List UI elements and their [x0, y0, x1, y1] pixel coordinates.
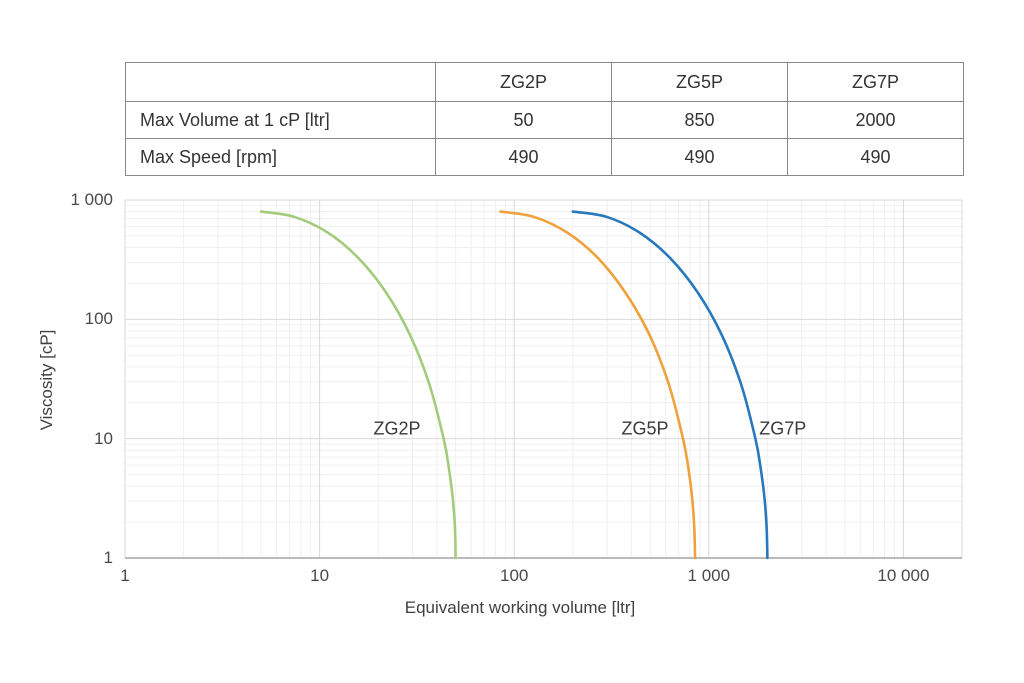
y-tick-label: 10: [94, 428, 113, 448]
x-tick-label: 10 000: [877, 566, 930, 585]
table-row-max-volume: Max Volume at 1 cP [ltr] 50 850 2000: [125, 101, 964, 139]
y-tick-label: 1: [103, 548, 113, 567]
series-label-zg7p: ZG7P: [759, 418, 807, 439]
curve-zg5p: [499, 210, 697, 560]
y-tick-label: 1 000: [70, 190, 113, 209]
y-axis-title: Viscosity [cP]: [37, 329, 56, 431]
x-axis-title: Equivalent working volume [ltr]: [404, 598, 636, 617]
x-tick-label: 1: [120, 566, 130, 585]
table-header-row: ZG2P ZG5P ZG7P: [125, 62, 964, 102]
curve-zg7p: [571, 210, 769, 560]
curve-zg2p: [259, 210, 457, 560]
max-speed-zg7p: 490: [787, 138, 964, 176]
x-tick-label: 100: [500, 566, 529, 585]
row-label-max-speed: Max Speed [rpm]: [125, 138, 436, 176]
x-tick-label: 1 000: [687, 566, 731, 585]
spec-table: ZG2P ZG5P ZG7P Max Volume at 1 cP [ltr] …: [125, 62, 964, 176]
max-volume-zg7p: 2000: [787, 101, 964, 139]
max-speed-zg2p: 490: [435, 138, 612, 176]
table-header-zg7p: ZG7P: [787, 62, 964, 102]
max-speed-zg5p: 490: [611, 138, 788, 176]
row-label-max-volume: Max Volume at 1 cP [ltr]: [125, 101, 436, 139]
x-tick-label: 10: [310, 566, 330, 585]
series-label-zg2p: ZG2P: [373, 418, 421, 439]
table-header-zg5p: ZG5P: [611, 62, 788, 102]
table-header-empty: [125, 62, 436, 102]
series-label-zg5p: ZG5P: [621, 418, 669, 439]
y-tick-label: 100: [84, 309, 113, 329]
table-row-max-speed: Max Speed [rpm] 490 490 490: [125, 138, 964, 176]
max-volume-zg2p: 50: [435, 101, 612, 139]
